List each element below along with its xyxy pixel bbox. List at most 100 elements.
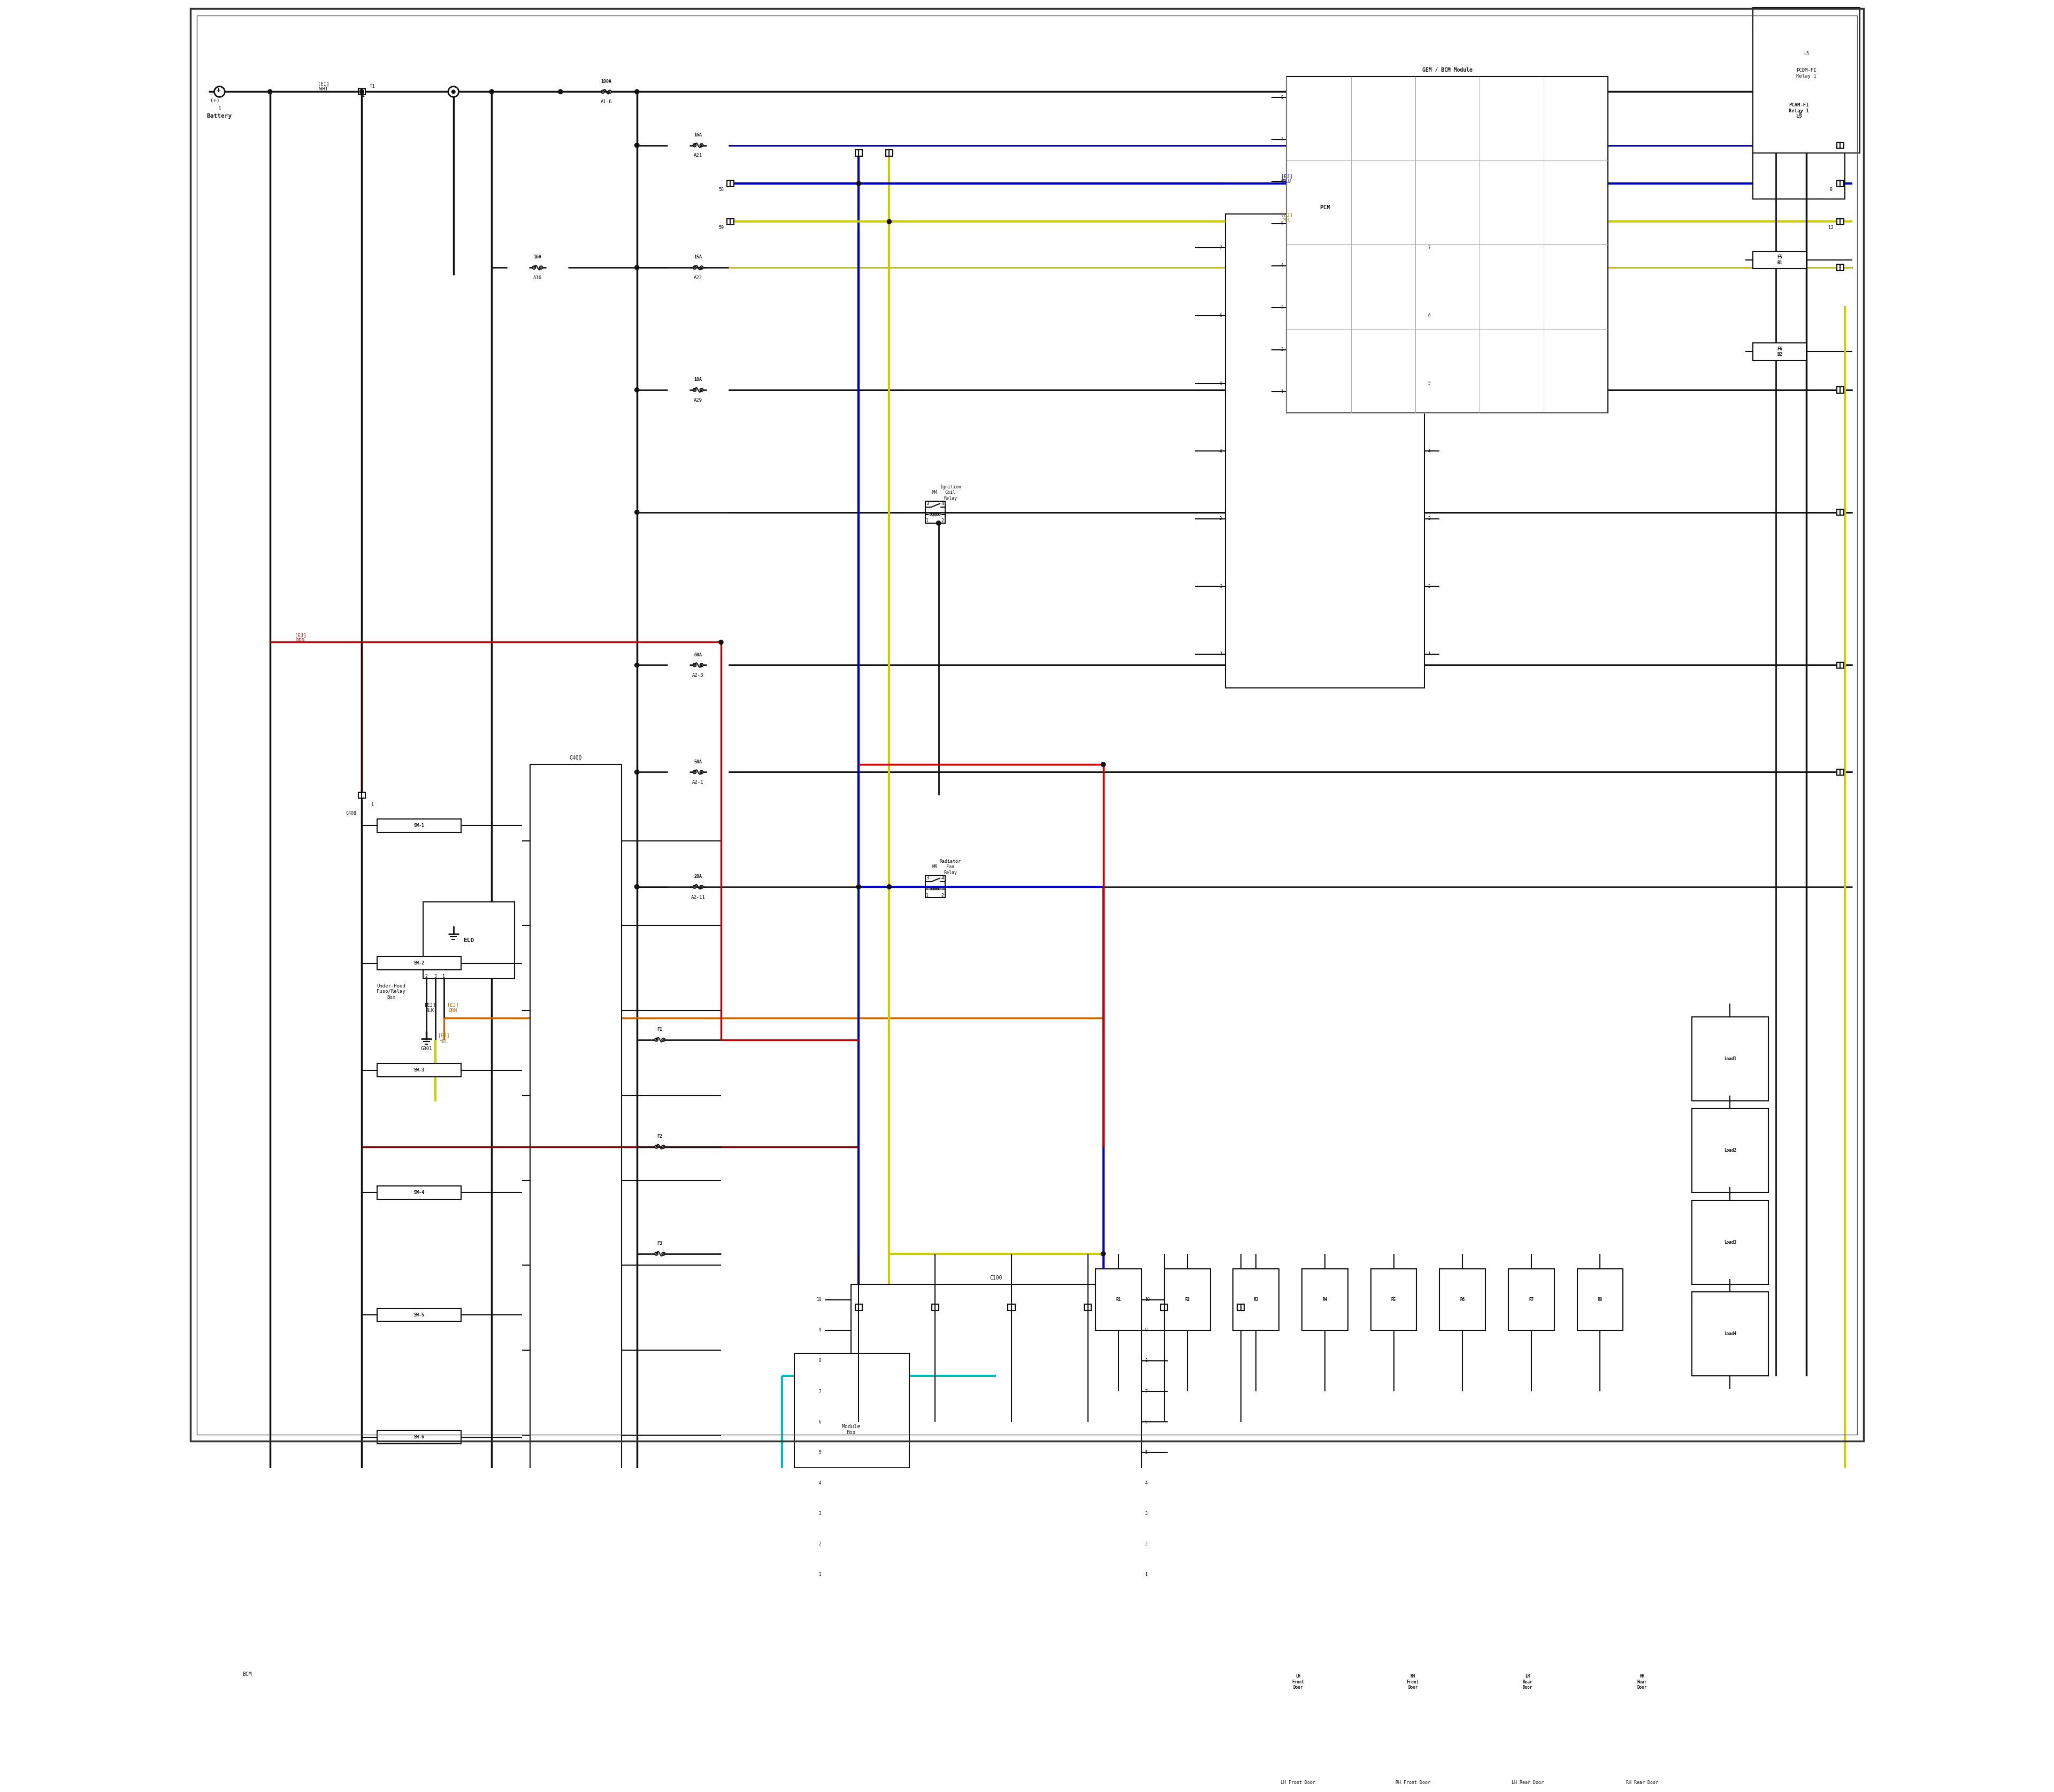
Circle shape [635, 143, 639, 147]
Bar [1508, 1269, 1555, 1330]
Text: A1-6: A1-6 [600, 100, 612, 104]
Text: 1: 1 [926, 892, 928, 898]
Text: 3: 3 [1144, 1511, 1148, 1516]
Text: F3: F3 [657, 1242, 663, 1245]
Bar [1161, 1305, 1165, 1310]
Text: R3: R3 [1253, 1297, 1259, 1303]
Bar [1089, 1305, 1091, 1310]
Text: 9: 9 [1144, 1328, 1148, 1333]
Text: 58: 58 [719, 186, 723, 192]
Text: 16A: 16A [694, 133, 702, 138]
Text: 2: 2 [1220, 584, 1222, 590]
Bar [889, 151, 893, 156]
Text: 10: 10 [815, 1297, 822, 1303]
Bar [859, 151, 863, 156]
Text: [EJ]: [EJ] [1282, 174, 1292, 179]
Text: 8: 8 [1144, 1358, 1148, 1364]
Text: RH Rear Door: RH Rear Door [1627, 1779, 1658, 1785]
Circle shape [937, 521, 941, 525]
Text: 50A: 50A [694, 760, 702, 763]
Text: (+): (+) [210, 99, 220, 104]
Text: Battery: Battery [207, 113, 232, 118]
Text: 10A: 10A [694, 376, 702, 382]
Text: SW-1: SW-1 [413, 823, 425, 828]
Circle shape [692, 265, 696, 269]
Circle shape [692, 143, 696, 147]
Text: LH Rear Door: LH Rear Door [1512, 1779, 1543, 1785]
Text: 7: 7 [1282, 138, 1284, 142]
Text: C400: C400 [569, 754, 581, 760]
Bar [727, 219, 729, 224]
Bar [1752, 23, 1844, 199]
Text: F2: F2 [657, 1134, 663, 1140]
Text: [EI]: [EI] [318, 81, 329, 86]
Bar [378, 819, 460, 831]
Bar [935, 1305, 939, 1310]
Bar [885, 151, 889, 156]
Text: G301: G301 [421, 1047, 431, 1052]
Text: RH
Front
Door: RH Front Door [1407, 1674, 1419, 1690]
Text: YEL: YEL [440, 1039, 448, 1045]
Circle shape [540, 265, 542, 269]
Text: 12: 12 [1828, 226, 1834, 229]
Text: 3: 3 [1282, 305, 1284, 310]
Text: 2: 2 [425, 973, 427, 978]
Circle shape [635, 387, 639, 392]
Circle shape [608, 90, 612, 93]
Text: A16: A16 [534, 276, 542, 280]
Text: 5: 5 [1428, 382, 1430, 385]
Text: RED: RED [296, 638, 304, 643]
Text: 59: 59 [719, 226, 723, 229]
Text: 60A: 60A [694, 652, 702, 658]
Bar [1232, 1269, 1280, 1330]
Text: 3: 3 [926, 502, 928, 505]
Text: 2: 2 [1428, 584, 1430, 590]
Text: 3: 3 [1428, 516, 1430, 521]
Text: 7: 7 [1220, 246, 1222, 251]
Text: 20A: 20A [694, 874, 702, 878]
Circle shape [857, 885, 861, 889]
Text: LH
Front
Door: LH Front Door [1292, 1674, 1304, 1690]
Text: 10: 10 [1144, 1297, 1150, 1303]
Text: A29: A29 [694, 398, 702, 403]
Text: WHT: WHT [318, 86, 329, 91]
Circle shape [700, 885, 702, 889]
Text: 3: 3 [433, 973, 438, 978]
Circle shape [635, 90, 639, 93]
Bar [530, 765, 622, 1529]
Text: Load2: Load2 [1723, 1149, 1736, 1152]
Circle shape [1101, 1251, 1105, 1256]
Circle shape [452, 90, 456, 93]
Text: R6: R6 [1460, 1297, 1465, 1303]
Text: F6
B2: F6 B2 [1777, 346, 1783, 357]
Circle shape [719, 640, 723, 645]
Bar [1836, 265, 1840, 271]
Text: L5: L5 [1795, 113, 1801, 116]
Text: YEL: YEL [1282, 217, 1292, 222]
Bar [1577, 1269, 1623, 1330]
Text: L5: L5 [1803, 52, 1810, 56]
Text: LH
Rear
Door: LH Rear Door [1522, 1674, 1532, 1690]
Circle shape [661, 1253, 665, 1254]
Text: 5: 5 [1220, 382, 1222, 385]
Bar [378, 957, 460, 969]
Circle shape [1101, 762, 1105, 767]
Text: BLK: BLK [425, 1009, 433, 1012]
Text: 3: 3 [820, 1511, 822, 1516]
Text: A22: A22 [694, 276, 702, 280]
Circle shape [635, 143, 639, 147]
Text: PCAM-FI
Relay 1
L5: PCAM-FI Relay 1 L5 [1789, 102, 1810, 118]
Text: 4: 4 [1428, 448, 1430, 453]
Circle shape [214, 86, 224, 97]
Text: 7: 7 [820, 1389, 822, 1394]
Bar [1440, 1269, 1485, 1330]
Circle shape [635, 885, 639, 889]
Bar [1085, 1305, 1089, 1310]
Bar [357, 88, 362, 95]
Text: ORN: ORN [448, 1009, 456, 1012]
Text: 6: 6 [1220, 314, 1222, 317]
Text: 6: 6 [1282, 179, 1284, 185]
Circle shape [448, 86, 458, 97]
Text: [EJ]: [EJ] [438, 1032, 450, 1038]
Bar [1840, 661, 1844, 668]
